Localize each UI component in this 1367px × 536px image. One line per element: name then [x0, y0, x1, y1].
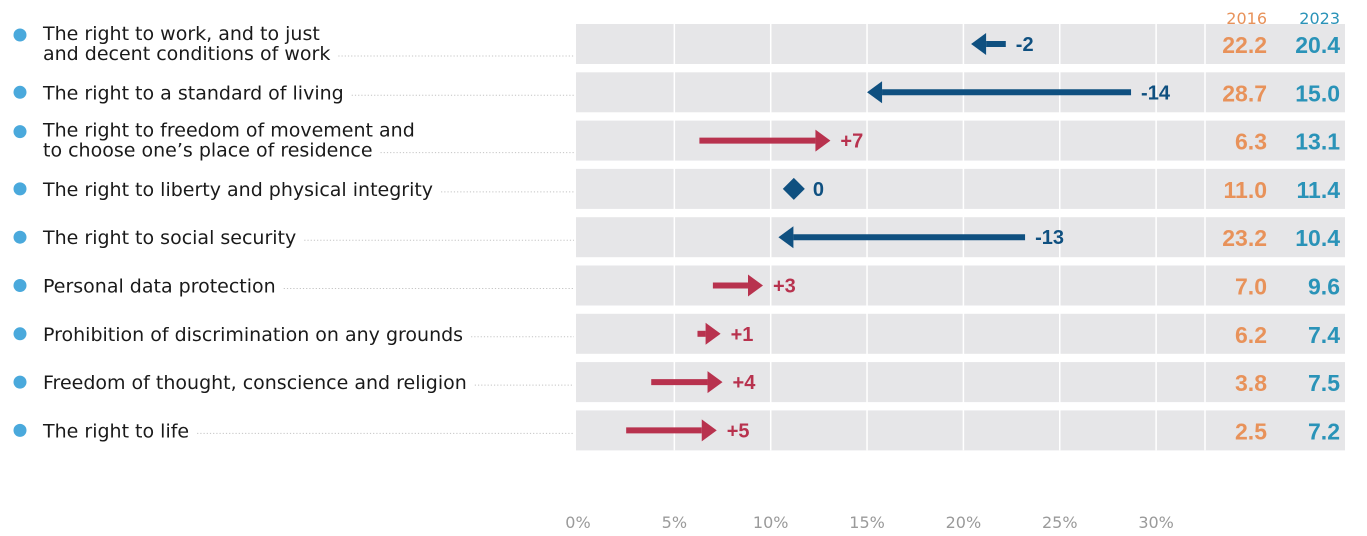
value-2016: 23.2	[1222, 225, 1267, 251]
row-label: Freedom of thought, conscience and relig…	[43, 372, 467, 394]
row-bullet	[14, 29, 27, 42]
delta-label: +4	[733, 372, 757, 394]
x-tick-label: 0%	[565, 513, 590, 532]
value-2016: 3.8	[1235, 370, 1267, 396]
row-label: Prohibition of discrimination on any gro…	[43, 324, 463, 346]
delta-label: -14	[1141, 82, 1171, 104]
value-2016: 6.2	[1235, 322, 1267, 348]
row-bullet	[14, 279, 27, 292]
row-bullet	[14, 125, 27, 138]
value-2016: 2.5	[1235, 418, 1267, 444]
row-bullet	[14, 327, 27, 340]
value-2023: 9.6	[1308, 274, 1340, 300]
year-header-2023: 2023	[1299, 9, 1340, 28]
x-tick-label: 5%	[662, 513, 687, 532]
row-bullet	[14, 424, 27, 437]
value-2023: 10.4	[1295, 225, 1340, 251]
row-label: The right to a standard of living	[42, 82, 344, 104]
value-2023: 7.5	[1308, 370, 1340, 396]
delta-label: +7	[840, 131, 863, 153]
x-tick-label: 20%	[946, 513, 982, 532]
row-bullet	[14, 231, 27, 244]
x-tick-label: 30%	[1138, 513, 1174, 532]
row-label-line: to choose one’s place of residence	[43, 140, 373, 162]
value-2016: 6.3	[1235, 129, 1267, 155]
value-2016: 11.0	[1224, 177, 1268, 203]
row-bullet	[14, 376, 27, 389]
delta-label: +1	[731, 324, 754, 346]
row-label: The right to liberty and physical integr…	[42, 179, 433, 201]
x-tick-label: 15%	[849, 513, 885, 532]
row-label: The right to social security	[42, 227, 296, 249]
value-2016: 7.0	[1235, 274, 1267, 300]
row-bullet	[14, 182, 27, 195]
value-2023: 11.4	[1297, 177, 1341, 203]
row-band	[576, 314, 1345, 354]
value-2023: 7.4	[1308, 322, 1340, 348]
delta-label: 0	[813, 179, 824, 201]
row-band	[576, 121, 1345, 161]
row-label: Personal data protection	[43, 276, 276, 298]
x-tick-label: 25%	[1042, 513, 1078, 532]
delta-label: -13	[1035, 227, 1064, 249]
row-label-line: The right to freedom of movement and	[42, 120, 415, 142]
x-axis: 0% 5% 10% 15% 20% 25% 30%	[565, 513, 1174, 532]
value-2023: 20.4	[1295, 32, 1340, 58]
row-label-line: and decent conditions of work	[43, 43, 330, 65]
value-2023: 15.0	[1295, 80, 1340, 106]
value-2016: 22.2	[1222, 32, 1267, 58]
row-label-line: The right to work, and to just	[42, 23, 320, 45]
year-header-2016: 2016	[1226, 9, 1267, 28]
delta-label: +5	[727, 420, 750, 442]
delta-label: +3	[773, 276, 796, 298]
row-bullet	[14, 86, 27, 99]
row-band	[576, 266, 1345, 306]
delta-label: -2	[1016, 34, 1034, 56]
value-2023: 7.2	[1308, 418, 1340, 444]
value-2023: 13.1	[1295, 129, 1340, 155]
value-2016: 28.7	[1222, 80, 1267, 106]
row-label: The right to life	[42, 420, 189, 442]
x-tick-label: 10%	[753, 513, 789, 532]
